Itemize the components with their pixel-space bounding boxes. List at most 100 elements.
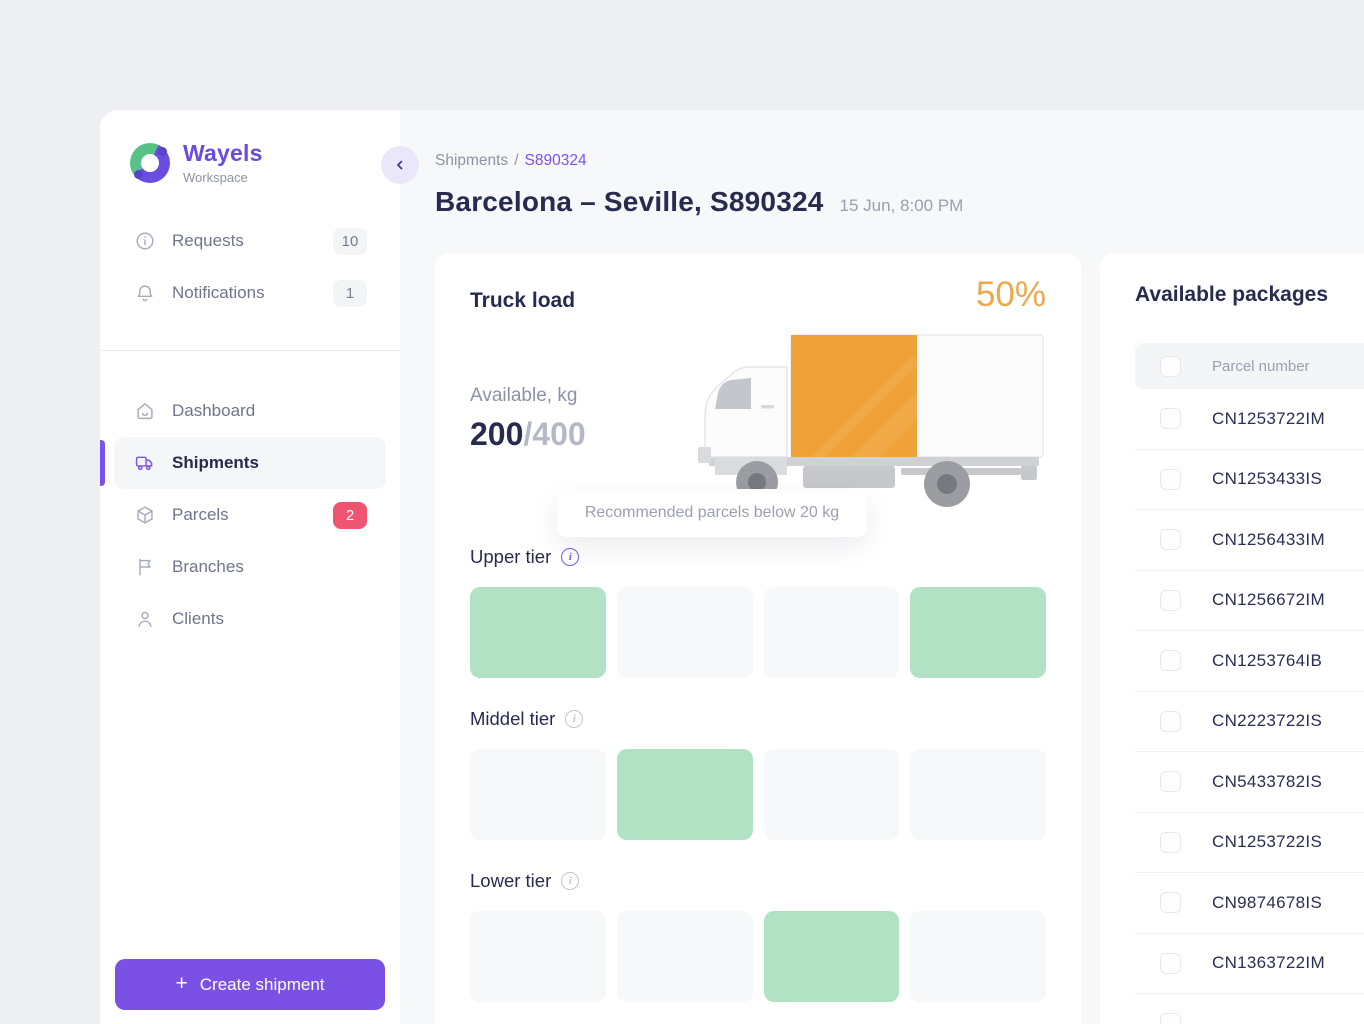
parcel-number-column-header: Parcel number (1212, 357, 1310, 375)
home-icon (137, 403, 153, 420)
truck-icon (135, 456, 153, 471)
table-row[interactable]: CN1253722IM (1135, 389, 1364, 450)
breadcrumb-current: S890324 (524, 152, 587, 169)
sidebar-item-requests[interactable]: Requests 10 (114, 215, 386, 267)
truck-illustration (698, 334, 1044, 507)
sidebar-collapse-button[interactable] (381, 146, 419, 184)
parcel-checkbox[interactable] (1160, 650, 1181, 672)
table-row[interactable]: CN1253764IB (1135, 631, 1364, 692)
cargo-slot-filled[interactable] (470, 587, 606, 678)
workspace-label: Workspace (183, 170, 248, 185)
table-row[interactable]: CN2223722IS (1135, 692, 1364, 752)
parcel-table-header: Parcel number (1135, 343, 1364, 389)
parcel-number: CN1253722IS (1212, 832, 1323, 852)
table-row[interactable]: CN9874678IS (1135, 873, 1364, 934)
info-icon[interactable]: i (565, 710, 584, 728)
breadcrumb-shipments-link[interactable]: Shipments (435, 152, 509, 169)
parcel-checkbox[interactable] (1160, 952, 1181, 974)
recommendation-tooltip: Recommended parcels below 20 kg (557, 489, 867, 537)
available-kg-value: 200/400 (470, 416, 586, 453)
sidebar-item-clients[interactable]: Clients (114, 593, 386, 645)
sidebar-item-label: Dashboard (172, 401, 256, 420)
table-row[interactable]: CN1363722IM (1135, 934, 1364, 994)
tier-label: Middel tier (470, 708, 556, 729)
person-icon (138, 611, 152, 627)
sidebar-item-label: Branches (172, 557, 244, 576)
cargo-slot-empty[interactable] (470, 749, 606, 840)
sidebar-item-parcels[interactable]: Parcels 2 (114, 489, 386, 541)
table-row[interactable]: CN1256672IM (1135, 571, 1364, 631)
cargo-slot-filled[interactable] (616, 749, 753, 840)
breadcrumb-separator: / (514, 152, 519, 169)
table-row-partial[interactable] (1135, 994, 1364, 1024)
load-percent: 50% (975, 275, 1046, 314)
tier-label: Upper tier (470, 546, 552, 567)
table-row[interactable]: CN1253722IS (1135, 813, 1364, 873)
tier-label: Lower tier (470, 870, 552, 891)
sidebar-item-shipments[interactable]: Shipments (100, 437, 386, 489)
parcel-number: CN1253433IS (1212, 469, 1323, 489)
flag-icon (139, 558, 151, 576)
available-total: 400 (532, 416, 586, 452)
logo-dot (158, 146, 167, 156)
count-badge: 2 (333, 501, 367, 529)
slot-row (470, 749, 1046, 840)
parcel-number: CN9874678IS (1212, 892, 1323, 912)
sidebar-item-label: Parcels (172, 505, 229, 524)
cargo-slot-filled[interactable] (763, 911, 900, 1002)
sidebar-item-notifications[interactable]: Notifications 1 (114, 267, 386, 319)
cargo-slot-empty[interactable] (910, 749, 1046, 840)
truck-load-title: Truck load (470, 289, 576, 312)
cargo-slot-filled[interactable] (910, 587, 1046, 678)
info-icon[interactable]: i (561, 548, 580, 566)
parcel-number: CN1256672IM (1212, 590, 1325, 610)
info-icon[interactable]: i (561, 872, 580, 890)
sidebar-item-label: Clients (172, 609, 224, 628)
create-shipment-button[interactable]: + Create shipment (115, 959, 385, 1010)
parcel-checkbox[interactable] (1160, 1013, 1181, 1024)
parcel-checkbox[interactable] (1160, 710, 1181, 732)
available-packages-title: Available packages (1135, 283, 1328, 306)
workspace-logo: Wayels Workspace (130, 140, 263, 185)
parcel-checkbox[interactable] (1160, 589, 1181, 611)
cargo-slot-empty[interactable] (616, 911, 753, 1002)
table-row[interactable]: CN1253433IS (1135, 450, 1364, 510)
select-all-checkbox[interactable] (1160, 355, 1181, 377)
shipment-datetime: 15 Jun, 8:00 PM (839, 196, 964, 215)
brand-name: Wayels (183, 140, 263, 166)
tier-grids: Upper tier i Middel tier i Lower tier i (470, 545, 1046, 1024)
parcel-number: CN5433782IS (1212, 771, 1323, 791)
count-badge: 1 (333, 279, 367, 307)
cargo-slot-empty[interactable] (910, 911, 1046, 1002)
parcel-checkbox[interactable] (1160, 468, 1181, 490)
available-separator: / (523, 416, 533, 452)
slot-row (470, 587, 1046, 678)
tier-upper: Upper tier i (470, 545, 1046, 678)
available-packages-panel: Available packages Parcel number CN12537… (1100, 253, 1364, 1024)
parcel-checkbox[interactable] (1160, 529, 1181, 551)
sidebar-item-branches[interactable]: Branches (114, 541, 386, 593)
sidebar-item-label: Requests (172, 231, 244, 250)
parcel-number: CN2223722IS (1212, 711, 1323, 731)
parcel-checkbox[interactable] (1160, 831, 1181, 853)
cargo-slot-empty[interactable] (763, 587, 900, 678)
sidebar-main-nav: Dashboard Shipments Parcels 2 Branches Client… (100, 385, 400, 645)
parcel-checkbox[interactable] (1160, 408, 1181, 430)
breadcrumb: Shipments / S890324 (435, 152, 587, 170)
cargo-slot-empty[interactable] (763, 749, 900, 840)
sidebar-top-nav: Requests 10 Notifications 1 (100, 215, 400, 319)
parcel-number: CN1253764IB (1212, 650, 1323, 670)
parcel-checkbox[interactable] (1160, 892, 1181, 914)
brand-logo-icon (130, 142, 170, 183)
cargo-slot-empty[interactable] (616, 587, 753, 678)
sidebar-item-dashboard[interactable]: Dashboard (114, 385, 386, 437)
count-badge: 10 (333, 227, 367, 255)
parcel-number: CN1363722IM (1212, 953, 1325, 973)
table-row[interactable]: CN1256433IM (1135, 510, 1364, 571)
parcel-checkbox[interactable] (1160, 771, 1181, 793)
available-kg-label: Available, kg (470, 385, 578, 406)
table-row[interactable]: CN5433782IS (1135, 752, 1364, 813)
cargo-slot-empty[interactable] (470, 911, 606, 1002)
sidebar-item-label: Shipments (172, 453, 259, 472)
parcel-number: CN1256433IM (1212, 529, 1325, 549)
